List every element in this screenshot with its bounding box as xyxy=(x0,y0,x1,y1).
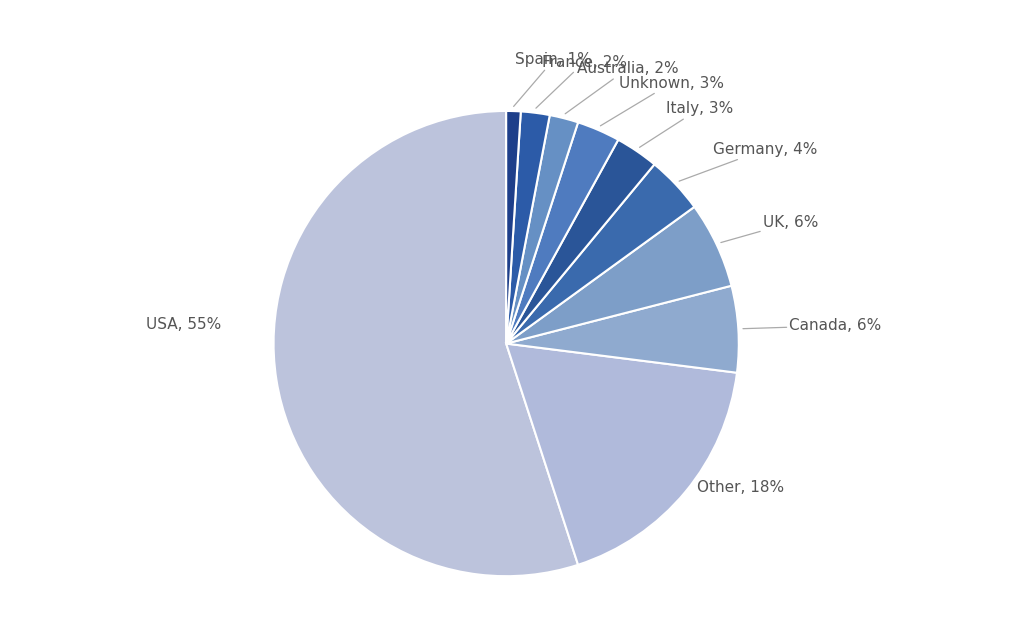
Text: UK, 6%: UK, 6% xyxy=(721,215,818,243)
Text: Other, 18%: Other, 18% xyxy=(697,481,784,495)
Wedge shape xyxy=(506,123,618,343)
Wedge shape xyxy=(506,111,521,343)
Wedge shape xyxy=(506,343,737,565)
Wedge shape xyxy=(506,164,694,343)
Text: Unknown, 3%: Unknown, 3% xyxy=(600,75,724,126)
Wedge shape xyxy=(506,286,738,373)
Text: USA, 55%: USA, 55% xyxy=(145,318,221,333)
Text: Canada, 6%: Canada, 6% xyxy=(743,318,882,333)
Text: France, 2%: France, 2% xyxy=(536,55,627,108)
Wedge shape xyxy=(273,111,579,576)
Text: Germany, 4%: Germany, 4% xyxy=(679,142,817,181)
Wedge shape xyxy=(506,207,731,343)
Text: Australia, 2%: Australia, 2% xyxy=(565,61,678,114)
Wedge shape xyxy=(506,140,654,343)
Text: Spain, 1%: Spain, 1% xyxy=(514,52,592,106)
Wedge shape xyxy=(506,111,550,343)
Text: Italy, 3%: Italy, 3% xyxy=(640,101,733,147)
Wedge shape xyxy=(506,115,579,343)
